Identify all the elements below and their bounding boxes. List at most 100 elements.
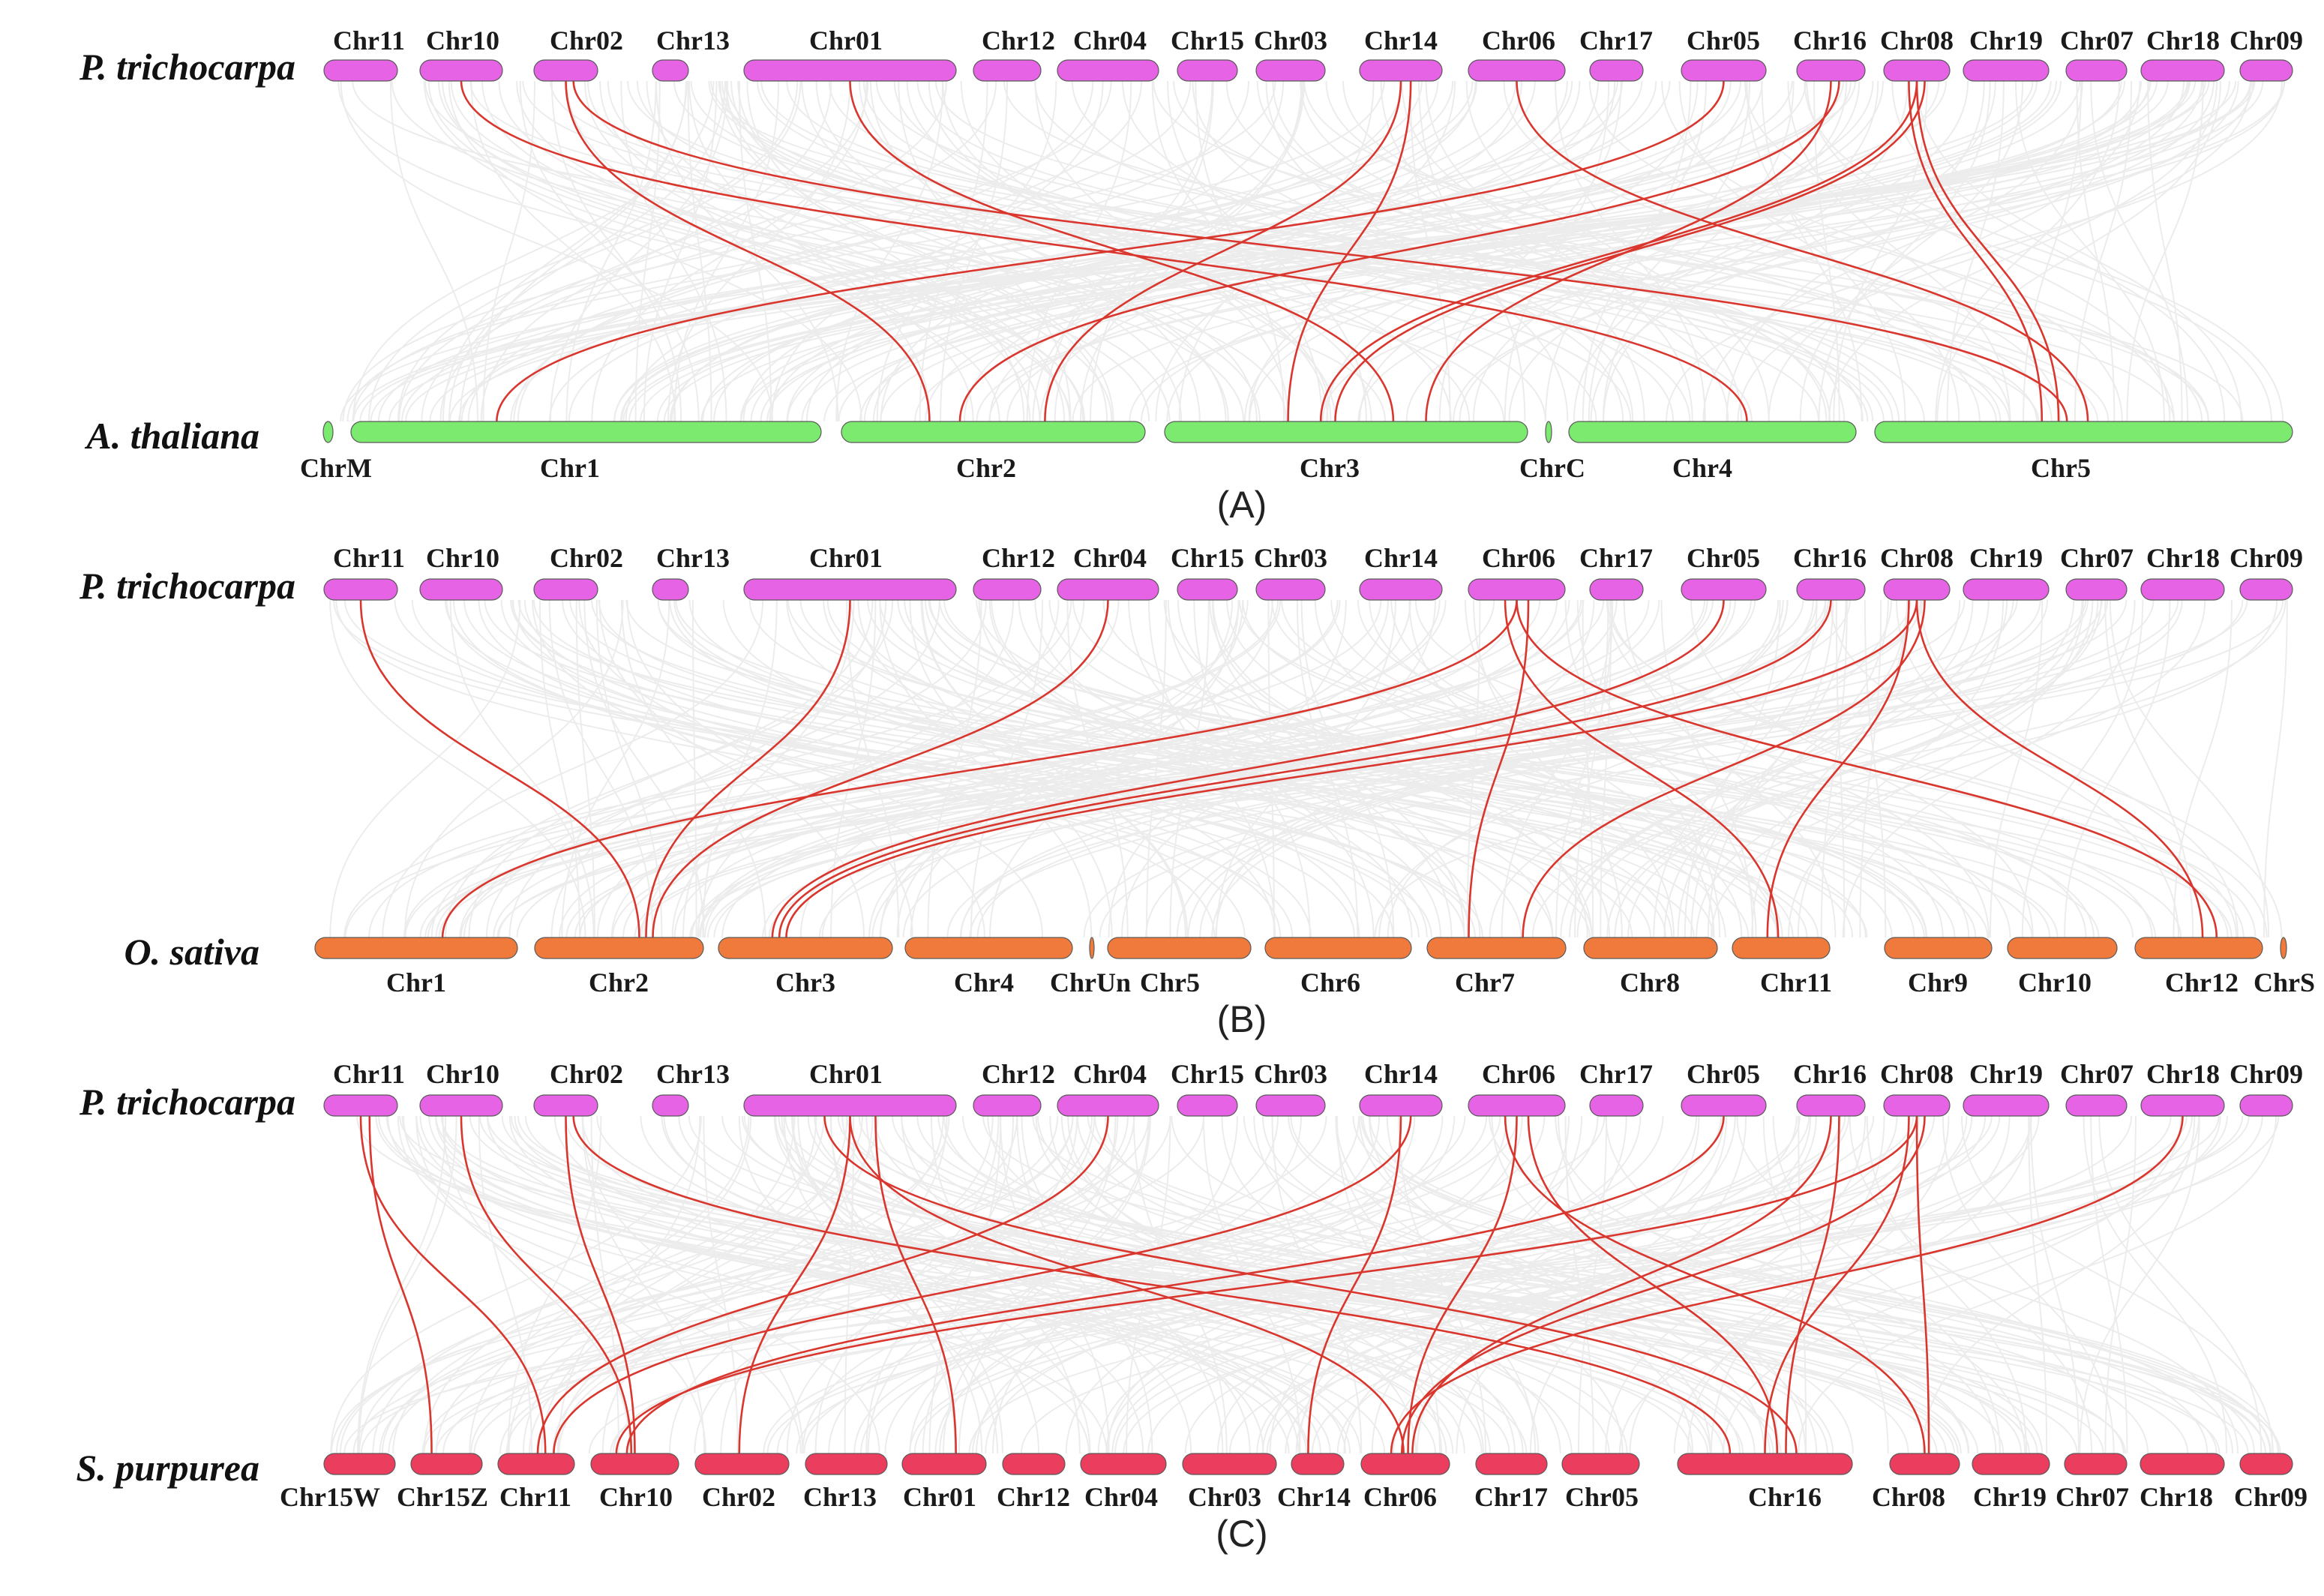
panel-c-background-link [1618,1115,2200,1454]
panel-b-background-link [620,599,766,938]
panel-c-link-chr02-chr10 [565,1115,636,1454]
panel-a-top-chr08-label: Chr08 [1880,26,1954,56]
panel-a-link-chr16-chr2 [958,80,1840,422]
panel-c-bottom-chr12-bar [1002,1453,1066,1475]
panel-a-background-link [1380,80,1645,422]
panel-b-link-chr01-chr2 [645,599,851,938]
panel-c-background-link [1020,1115,2280,1454]
panel-a-bottom-species-label: A. thaliana [84,415,259,457]
panel-a-top-chr07-bar [2065,59,2128,82]
panel-a-background-link [1590,80,1996,422]
panel-c-background-link [1386,1115,1711,1454]
panel-c-background-link [1336,1115,2032,1454]
panel-b-background-link [713,599,2041,938]
panel-c-background-link [1228,1115,2263,1454]
panel-a-background-link [1588,80,1751,422]
panel-c-bottom-chr11-bar [497,1453,575,1475]
panel-c-bottom-chr10-bar [590,1453,679,1475]
panel-c-background-link [2083,1115,2228,1454]
panel-b-background-link [2104,599,2194,938]
panel-b-background-link [1660,599,1754,938]
panel-b-background-link [1606,599,1990,938]
panel-c-background-link [1564,1115,1594,1454]
panel-a-background-link [646,80,1066,422]
panel-a-top-chr04-bar [1057,59,1159,82]
panel-a-background-link [2014,80,2165,422]
panel-c-background-link [1352,1115,2256,1454]
panel-c-background-link [2104,1115,2137,1454]
panel-b-bottom-chr2-bar [534,937,704,959]
panel-c-background-link [1184,1115,1973,1454]
panel-c-background-link [1960,1115,2274,1454]
panel-b-background-link [2173,599,2233,938]
panel-b-background-link [1048,599,1726,938]
panel-c-background-link [928,1115,1002,1454]
panel-c-background-link [505,1115,1518,1454]
panel-b-background-link [1696,599,2094,938]
panel-b-bottom-chr9-bar [1884,937,1993,959]
panel-a-background-link [750,80,1852,422]
panel-b-background-link [910,599,1244,938]
panel-a-link-chr05-chr1 [496,80,1725,422]
panel-b-background-link [558,599,1495,938]
panel-b-bottom-chr7-bar [1426,937,1567,959]
panel-a-background-link [914,80,2150,422]
panel-b-link-chr16-chr3 [778,599,1832,938]
panel-b-background-link [427,599,1804,938]
panel-c-top-chr11-label: Chr11 [333,1059,405,1089]
panel-c-top-chr09-bar [2239,1094,2293,1117]
panel-c-background-link [1105,1115,1698,1454]
panel-b-background-link [1600,599,1612,938]
panel-c-background-link [802,1115,1279,1454]
panel-a-background-link [1129,80,2286,422]
panel-c-bottom-chr03-label: Chr03 [1188,1482,1261,1512]
panel-c-background-link [909,1115,1842,1454]
panel-b-top-chr19-label: Chr19 [1969,543,2043,573]
panel-a-background-link [2023,80,2083,422]
panel-b-background-link [1212,599,1611,938]
panel-b-background-link [508,599,940,938]
panel-b-top-chr02-bar [533,578,598,601]
panel-a-top-chr09-bar [2239,59,2293,82]
panel-a-link-chr06-chr5 [1516,80,2089,422]
panel-b-background-link [403,599,624,938]
panel-b-bottom-chr8-label: Chr8 [1620,968,1680,998]
panel-a-top-chr07-label: Chr07 [2060,26,2134,56]
panel-b-background-link [1653,599,1818,938]
panel-b-top-chr10-bar [419,578,503,601]
panel-a-link-chr02-chr2 [565,80,931,422]
panel-a-top-chr13-bar [652,59,689,82]
panel-a-background-link [719,80,1108,422]
panel-a-background-link [516,80,1113,422]
panel-a-background-link [370,80,2197,422]
panel-a-background-link [448,80,862,422]
panel-c-bottom-chr03-bar [1182,1453,1277,1475]
panel-c-background-link [992,1115,1238,1454]
panel-a-background-link [1173,80,2053,422]
panel-c-top-chr09-label: Chr09 [2230,1059,2303,1089]
panel-b-top-chr15-bar [1177,578,1238,601]
panel-a-link-chr01-chr3 [849,80,1395,422]
panel-b-background-link [329,599,521,938]
panel-b-top-chr06-label: Chr06 [1482,543,1555,573]
panel-c-background-link [1798,1115,2278,1454]
panel-b-background-link [411,599,1432,938]
panel-c-bottom-chr15z-label: Chr15Z [397,1482,488,1512]
panel-a-top-chr13-label: Chr13 [656,26,730,56]
panel-b-background-link [787,599,2051,938]
panel-c-background-link [1942,1115,2115,1454]
panel-a-top-chr15-bar [1177,59,1238,82]
panel-c-bottom-chr06-bar [1360,1453,1450,1475]
panel-b-link-chr04-chr2 [652,599,1109,938]
panel-c-top-chr19-bar [1963,1094,2050,1117]
panel-b-background-link [329,599,586,938]
panel-c-background-link [423,1115,750,1454]
panel-b-background-link [1209,599,1588,938]
panel-c-background-link [508,1115,796,1454]
panel-c-background-link [440,1115,1938,1454]
panel-c-bottom-chr09-label: Chr09 [2234,1482,2308,1512]
panel-a-bottom-chr4-bar [1568,421,1857,443]
panel-c-background-link [469,1115,752,1454]
panel-a-background-link [1573,80,1879,422]
panel-c-background-link [837,1115,2218,1454]
